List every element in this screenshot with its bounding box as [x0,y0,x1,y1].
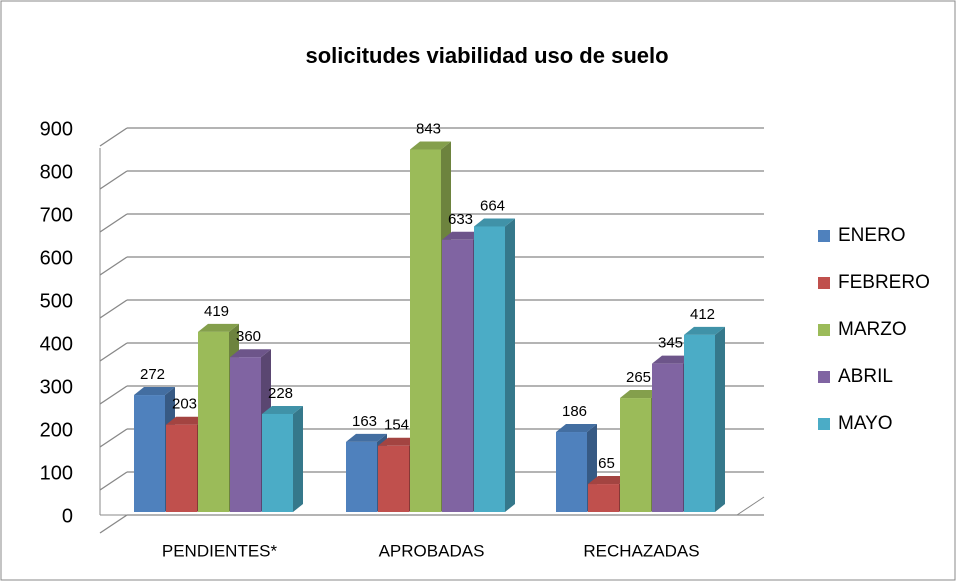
grid-line [99,428,128,448]
bar [378,445,409,512]
data-label: 163 [352,413,377,430]
y-tick-label: 0 [62,505,73,527]
chart-title: solicitudes viabilidad uso de suelo [305,43,668,68]
bar-top [684,326,725,335]
bar-side [293,405,303,512]
y-tick-label: 500 [40,290,73,312]
grid-line [99,514,128,534]
y-tick-label: 900 [40,118,73,140]
legend-label: FEBRERO [838,272,930,293]
bar [134,395,165,512]
legend-swatch [818,324,830,336]
data-label: 203 [172,396,197,413]
bar [410,149,441,512]
y-tick-label: 300 [40,376,73,398]
bar [652,363,683,512]
data-label: 843 [416,120,441,137]
bar-top [198,323,239,332]
x-tick-label: RECHAZADAS [583,541,699,560]
legend-label: ENERO [838,225,906,246]
y-tick-label: 200 [40,419,73,441]
bar-side [505,218,515,513]
bar [442,239,473,512]
data-label: 664 [480,197,505,214]
grid-line [99,256,128,276]
bar-top [410,141,451,150]
legend-label: MARZO [838,319,907,340]
y-tick-label: 100 [40,462,73,484]
bar [346,441,377,512]
floor-line [736,496,765,516]
data-label: 265 [626,369,651,386]
bar-top [230,349,271,358]
bar [620,398,651,512]
data-label: 345 [658,335,683,352]
bar [588,484,619,512]
grid-line [99,127,128,147]
data-label: 228 [268,385,293,402]
grid-line [99,213,128,233]
bar [684,334,715,512]
legend-label: ABRIL [838,366,893,387]
legend-swatch [818,277,830,289]
bar-top [620,390,661,399]
bar-top [474,218,515,227]
bar [230,357,261,512]
data-label: 633 [448,211,473,228]
grid-line [99,299,128,319]
bar-top [588,476,629,485]
data-label: 419 [204,303,229,320]
bar-top [262,405,303,414]
grid-line [99,385,128,405]
bar-top [166,416,207,425]
bar-top [378,437,419,446]
data-label: 65 [598,455,615,472]
bar-top [652,355,693,364]
x-tick-label: PENDIENTES* [162,541,278,560]
bar-top [346,433,387,442]
bar [198,331,229,512]
legend-swatch [818,418,830,430]
y-tick-label: 400 [40,333,73,355]
bar [556,432,587,512]
data-label: 360 [236,328,261,345]
legend-swatch [818,230,830,242]
grid-line [99,471,128,491]
y-tick-label: 600 [40,247,73,269]
bar [474,226,505,513]
bar [262,413,293,512]
legend-label: MAYO [838,413,893,434]
y-tick-label: 700 [40,204,73,226]
bar-side [715,326,725,512]
grid-line [99,342,128,362]
bar-top [134,387,175,396]
legend-swatch [818,371,830,383]
x-tick-label: APROBADAS [379,541,485,560]
bar-top [442,231,483,240]
data-label: 272 [140,366,165,383]
data-label: 186 [562,403,587,420]
data-label: 412 [690,306,715,323]
grid-line [99,170,128,190]
bar [166,424,197,512]
data-label: 154 [384,417,409,434]
y-tick-label: 800 [40,161,73,183]
bar-top [556,424,597,433]
